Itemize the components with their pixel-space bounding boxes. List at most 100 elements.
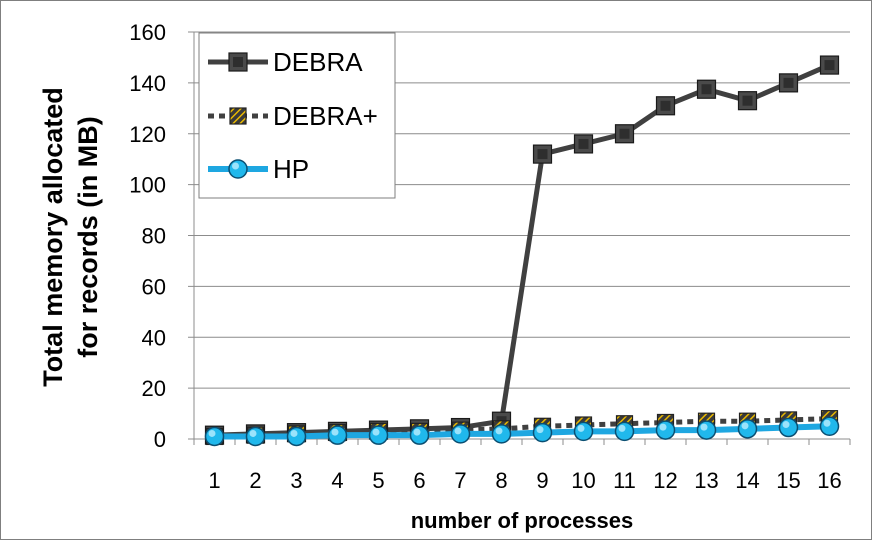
x-tick-label-8: 8 <box>495 468 507 493</box>
point-2-14-highlight <box>741 422 749 430</box>
point-2-12 <box>655 420 676 440</box>
point-2-2 <box>245 426 266 447</box>
legend: DEBRA DEBRA+ HP <box>198 32 396 199</box>
point-2-3 <box>286 426 307 447</box>
point-2-11-highlight <box>618 424 626 432</box>
point-2-5-highlight <box>372 428 380 436</box>
x-tick-label-14: 14 <box>735 468 759 493</box>
x-tick-label-11: 11 <box>613 468 636 493</box>
point-0-12-inner <box>660 100 671 111</box>
point-2-1-body <box>204 426 225 447</box>
y-tick-label-80: 80 <box>142 224 166 249</box>
point-0-15-inner <box>783 77 794 88</box>
point-0-14 <box>737 91 758 111</box>
y-tick-label-160: 160 <box>129 20 166 45</box>
point-0-10-inner <box>578 138 589 149</box>
series-line-2 <box>214 423 830 440</box>
legend-swatch-marker-0-inner <box>233 57 243 67</box>
point-2-1 <box>204 426 225 447</box>
point-2-10-highlight <box>577 424 585 432</box>
point-2-10 <box>573 421 594 442</box>
point-2-15-body <box>778 417 799 438</box>
y-tick-label-0: 0 <box>154 427 166 452</box>
point-2-8-body <box>491 424 512 444</box>
point-2-8-highlight <box>495 427 503 435</box>
point-2-2-body <box>245 426 266 447</box>
point-0-14-inner <box>742 95 753 106</box>
point-2-7 <box>450 424 471 444</box>
point-2-6 <box>409 425 430 445</box>
point-2-9-highlight <box>536 426 544 434</box>
legend-item-0: DEBRA <box>208 47 363 77</box>
legend-label-2: HP <box>273 154 309 184</box>
point-0-13-inner <box>701 84 712 95</box>
y-axis-title-line-2: for records (in MB) <box>73 116 103 358</box>
y-tick-label-140: 140 <box>129 71 166 96</box>
point-2-4 <box>327 425 348 445</box>
x-tick-label-5: 5 <box>372 468 384 493</box>
x-tick-label-16: 16 <box>817 468 841 493</box>
point-2-10-body <box>573 421 594 442</box>
point-2-6-highlight <box>413 428 421 436</box>
y-tick-label-60: 60 <box>142 274 166 299</box>
point-2-3-body <box>286 426 307 447</box>
x-tick-label-10: 10 <box>571 468 595 493</box>
point-2-7-highlight <box>454 427 462 435</box>
point-2-14-body <box>737 419 758 439</box>
legend-swatch-marker-2 <box>228 159 248 179</box>
series-hp <box>204 416 840 447</box>
point-2-16-highlight <box>823 419 831 427</box>
point-0-10 <box>573 134 594 154</box>
point-0-9-inner <box>537 149 548 160</box>
x-tick-label-3: 3 <box>290 468 302 493</box>
x-tick-label-4: 4 <box>331 468 343 493</box>
legend-swatch-marker-2-highlight <box>232 162 239 170</box>
point-2-13-highlight <box>700 423 708 431</box>
point-0-16 <box>819 55 840 75</box>
point-2-13-body <box>696 420 717 440</box>
point-2-11 <box>614 421 635 442</box>
series-layer <box>204 55 840 447</box>
point-2-15-highlight <box>782 421 790 429</box>
x-tick-label-12: 12 <box>653 468 677 493</box>
point-2-9-body <box>532 422 553 443</box>
y-axis-title: Total memory allocated for records (in M… <box>38 87 103 387</box>
point-2-2-highlight <box>249 429 257 437</box>
point-0-11-inner <box>619 128 630 139</box>
point-2-11-body <box>614 421 635 442</box>
x-tick-label-9: 9 <box>536 468 548 493</box>
point-2-1-highlight <box>208 429 216 437</box>
y-tick-label-40: 40 <box>142 325 166 350</box>
point-0-16-inner <box>824 60 835 71</box>
point-2-13 <box>696 420 717 440</box>
point-0-13 <box>696 79 717 99</box>
x-tick-label-2: 2 <box>249 468 261 493</box>
point-2-4-body <box>327 425 348 445</box>
point-2-9 <box>532 422 553 443</box>
legend-swatch-marker-0 <box>228 52 248 72</box>
point-2-16 <box>819 416 840 437</box>
point-2-4-highlight <box>331 428 339 436</box>
point-2-14 <box>737 419 758 439</box>
point-0-15 <box>778 73 799 93</box>
point-2-5 <box>368 425 389 445</box>
point-0-11 <box>614 124 635 144</box>
point-2-16-body <box>819 416 840 437</box>
x-tick-label-6: 6 <box>413 468 425 493</box>
point-2-5-body <box>368 425 389 445</box>
legend-swatch-marker-1 <box>229 107 247 125</box>
legend-label-0: DEBRA <box>273 47 363 77</box>
point-2-7-body <box>450 424 471 444</box>
legend-label-1: DEBRA+ <box>273 101 378 131</box>
point-2-12-highlight <box>659 423 667 431</box>
point-2-12-body <box>655 420 676 440</box>
legend-item-2: HP <box>208 154 309 184</box>
point-0-12 <box>655 96 676 116</box>
y-tick-label-100: 100 <box>129 173 166 198</box>
x-tick-label-7: 7 <box>454 468 466 493</box>
x-tick-label-1: 1 <box>208 468 220 493</box>
y-tick-label-120: 120 <box>129 122 166 147</box>
